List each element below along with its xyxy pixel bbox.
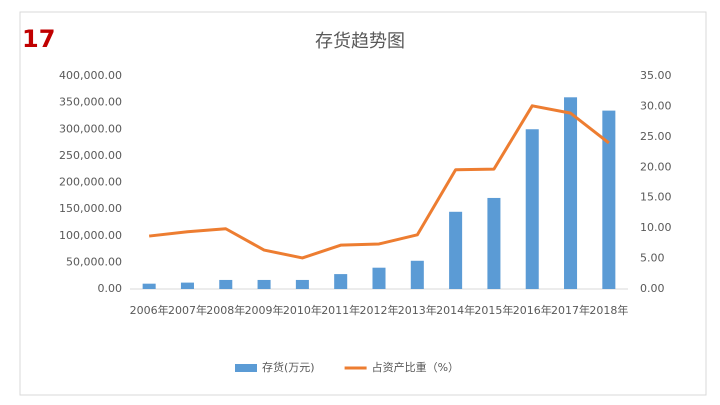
bar bbox=[142, 283, 156, 289]
x-tick-label: 2013年 bbox=[398, 303, 437, 317]
bar bbox=[487, 197, 501, 289]
y2-tick-label: 15.00 bbox=[640, 191, 672, 204]
badge: 17 bbox=[22, 25, 55, 53]
y-tick-label: 400,000.00 bbox=[59, 69, 122, 82]
x-tick-label: 2015年 bbox=[474, 303, 513, 317]
y-tick-label: 350,000.00 bbox=[59, 96, 122, 109]
y2-tick-label: 30.00 bbox=[640, 99, 672, 112]
bar bbox=[410, 260, 424, 289]
x-tick-label: 2012年 bbox=[360, 303, 399, 317]
x-tick-label: 2007年 bbox=[168, 303, 207, 317]
bar bbox=[180, 282, 194, 289]
y-tick-label: 300,000.00 bbox=[59, 122, 122, 135]
line bbox=[148, 104, 610, 260]
x-tick-label: 2010年 bbox=[283, 303, 322, 317]
y2-tick-label: 10.00 bbox=[640, 221, 672, 234]
chart-frame bbox=[19, 11, 707, 396]
y-tick-label: 250,000.00 bbox=[59, 149, 122, 162]
y2-tick-label: 20.00 bbox=[640, 160, 672, 173]
y-tick-label: 100,000.00 bbox=[59, 229, 122, 242]
x-tick-label: 2011年 bbox=[321, 303, 360, 317]
bar bbox=[564, 97, 578, 289]
x-tick-label: 2006年 bbox=[130, 303, 169, 317]
bar bbox=[602, 110, 616, 289]
y2-tick-label: 0.00 bbox=[640, 282, 665, 295]
bar bbox=[525, 129, 539, 289]
legend-swatch bbox=[235, 364, 257, 372]
y2-tick-label: 35.00 bbox=[640, 69, 672, 82]
bar bbox=[372, 267, 386, 289]
x-tick-label: 2017年 bbox=[551, 303, 590, 317]
y-tick-label: 200,000.00 bbox=[59, 176, 122, 189]
bar bbox=[295, 279, 309, 289]
x-tick-label: 2009年 bbox=[245, 303, 284, 317]
bar bbox=[449, 211, 463, 289]
legend-label: 占资产比重（%） bbox=[372, 360, 459, 374]
y2-tick-label: 25.00 bbox=[640, 130, 672, 143]
bar bbox=[334, 274, 348, 289]
bar bbox=[257, 279, 271, 289]
x-tick-label: 2008年 bbox=[206, 303, 245, 317]
y2-tick-label: 5.00 bbox=[640, 252, 665, 265]
x-tick-label: 2018年 bbox=[589, 303, 628, 317]
x-tick-label: 2014年 bbox=[436, 303, 475, 317]
chart-title: 存货趋势图 bbox=[315, 31, 405, 52]
y-tick-label: 150,000.00 bbox=[59, 202, 122, 215]
x-tick-label: 2016年 bbox=[513, 303, 552, 317]
legend-label: 存货(万元) bbox=[262, 360, 315, 374]
y-tick-label: 50,000.00 bbox=[66, 255, 122, 268]
bar bbox=[219, 279, 233, 289]
y-tick-label: 0.00 bbox=[98, 282, 123, 295]
